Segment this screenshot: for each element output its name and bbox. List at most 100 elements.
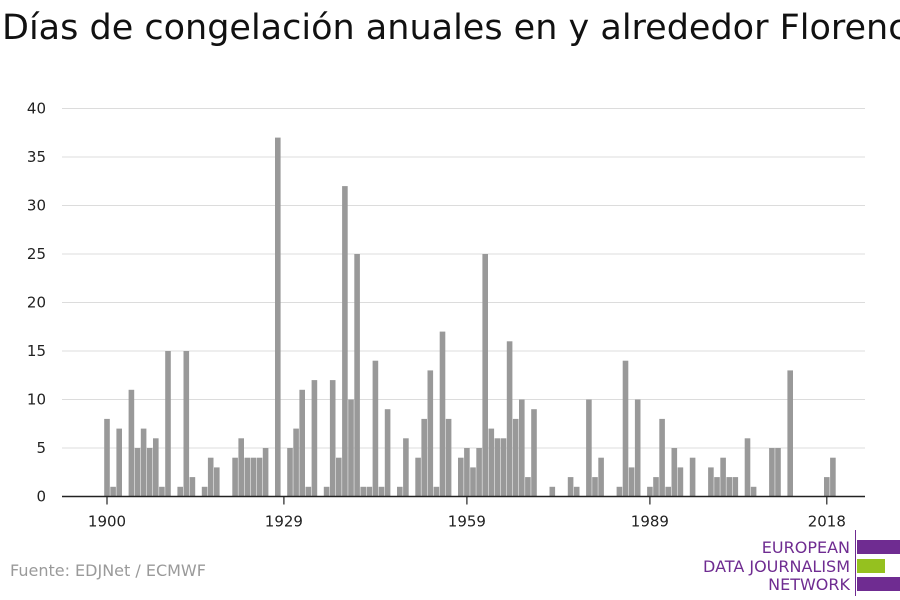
bar-1951: [415, 457, 421, 497]
bar-1917: [207, 457, 214, 497]
bar-1942: [360, 486, 366, 497]
bar-1973: [549, 486, 556, 497]
logo-line-2: DATA JOURNALISM: [703, 557, 850, 576]
bar-2019: [830, 457, 836, 497]
bar-1901: [110, 486, 116, 497]
bar-1967: [512, 418, 519, 497]
bar-2009: [769, 448, 775, 497]
bars: [104, 137, 836, 497]
bar-1985: [622, 360, 629, 497]
bar-2000: [714, 477, 720, 497]
bar-2005: [744, 438, 751, 497]
bar-1937: [329, 380, 336, 497]
y-tick-label: 5: [36, 439, 46, 457]
bar-1930: [287, 448, 293, 497]
bar-1958: [458, 457, 464, 497]
bar-1907: [146, 448, 153, 497]
bar-1934: [311, 380, 318, 497]
bar-1926: [262, 448, 269, 497]
bar-1914: [189, 477, 196, 497]
bar-1936: [323, 486, 330, 497]
bar-1923: [244, 457, 251, 497]
bar-1989: [647, 486, 653, 497]
bar-1909: [159, 486, 165, 497]
bar-1969: [525, 477, 531, 497]
bar-1996: [689, 457, 696, 497]
bar-1980: [592, 477, 598, 497]
x-tick-label: 2018: [808, 513, 846, 531]
bar-1956: [445, 418, 452, 497]
bar-1952: [421, 418, 427, 497]
bar-1955: [439, 331, 446, 497]
bar-1925: [256, 457, 263, 497]
bar-1990: [653, 477, 659, 497]
bar-1993: [671, 448, 678, 497]
logo-bar-top: [857, 540, 900, 554]
bar-1905: [134, 448, 141, 497]
logo-line-3: NETWORK: [768, 575, 850, 594]
bar-1963: [488, 428, 495, 497]
bar-1966: [506, 341, 513, 497]
bar-1916: [201, 486, 208, 497]
bar-1964: [494, 438, 501, 497]
edjnet-logo: EUROPEAN DATA JOURNALISM NETWORK: [700, 530, 900, 596]
bar-1970: [531, 409, 537, 497]
bar-1968: [519, 399, 525, 497]
bar-1928: [275, 137, 281, 497]
bar-2003: [732, 477, 739, 497]
y-tick-label: 25: [27, 245, 46, 263]
x-axis-ticks: 1900 1929 1959 1989 2018: [88, 496, 846, 531]
bar-1976: [567, 477, 574, 497]
y-tick-label: 30: [27, 197, 46, 215]
bar-1945: [378, 486, 385, 497]
gridlines: [62, 108, 865, 449]
bar-1981: [598, 457, 604, 497]
bar-1906: [140, 428, 147, 497]
bar-1940: [348, 399, 354, 497]
bar-1953: [427, 370, 434, 497]
bar-1900: [104, 418, 110, 497]
bar-1943: [366, 486, 373, 497]
bar-1954: [433, 486, 440, 497]
bar-2002: [726, 477, 732, 497]
y-axis-tick-labels: 0 5 10 15 20 25 30 35 40: [27, 100, 46, 506]
y-tick-label: 20: [27, 294, 46, 312]
bar-1984: [616, 486, 623, 497]
bar-1999: [708, 467, 714, 497]
bar-1944: [372, 360, 379, 497]
bar-1933: [305, 486, 312, 497]
source-note: Fuente: EDJNet / ECMWF: [10, 561, 206, 580]
bar-1938: [336, 457, 342, 497]
bar-1961: [476, 448, 482, 497]
bar-1913: [183, 351, 190, 497]
bar-1948: [397, 486, 403, 497]
bar-1922: [238, 438, 244, 497]
bar-1949: [403, 438, 409, 497]
y-tick-label: 0: [36, 488, 46, 506]
x-tick-label: 1929: [265, 513, 303, 531]
y-tick-label: 15: [27, 342, 46, 360]
bar-1932: [299, 389, 305, 497]
logo-divider: [855, 530, 856, 596]
bar-1918: [214, 467, 220, 497]
bar-1931: [293, 428, 299, 497]
x-tick-label: 1989: [631, 513, 669, 531]
bar-1959: [464, 448, 470, 497]
bar-1902: [116, 428, 122, 497]
chart-title: Días de congelación anuales en y alreded…: [2, 8, 900, 48]
bar-2006: [750, 486, 757, 497]
logo-bar-bottom: [857, 577, 900, 591]
bar-1987: [634, 399, 641, 497]
bar-1908: [153, 438, 159, 497]
bar-1962: [482, 254, 488, 497]
bar-1924: [250, 457, 257, 497]
bar-2018: [824, 477, 830, 497]
bar-1904: [128, 389, 135, 497]
x-tick-label: 1959: [448, 513, 486, 531]
bar-1941: [354, 254, 360, 497]
bar-1991: [659, 418, 665, 497]
bar-1946: [384, 409, 391, 497]
bar-2001: [720, 457, 726, 497]
bar-1910: [165, 351, 171, 497]
